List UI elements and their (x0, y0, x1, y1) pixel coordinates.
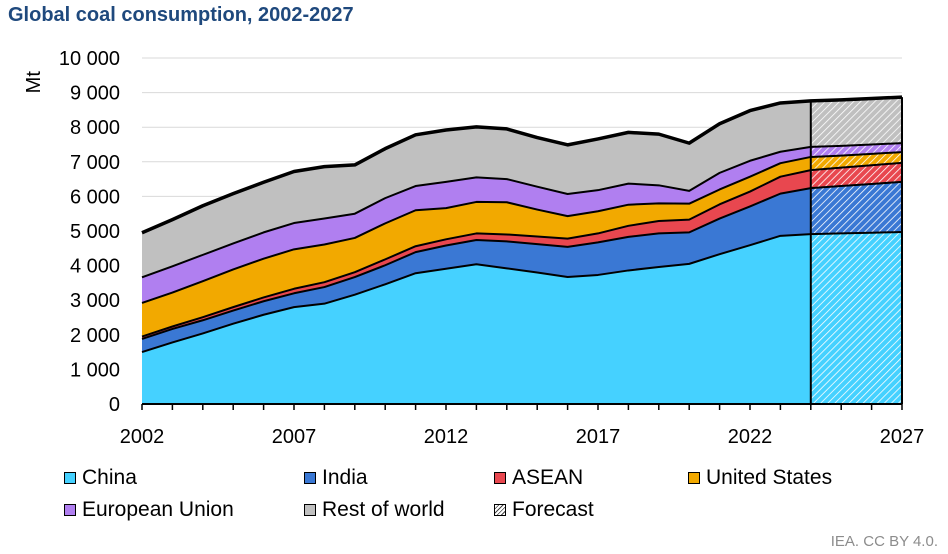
y-tick-label: 9 000 (70, 83, 120, 105)
y-tick-label: 3 000 (70, 290, 120, 312)
legend-swatch (304, 504, 316, 516)
area-china (142, 234, 811, 404)
legend-item-forecast: Forecast (494, 498, 594, 522)
legend-label: United States (706, 466, 833, 489)
legend-item-european-union: European Union (64, 498, 234, 522)
y-tick-label: 5 000 (70, 221, 120, 243)
legend-swatch (688, 472, 700, 484)
boundary-asean (141, 161, 903, 338)
y-axis-label: Mt (23, 71, 45, 94)
chart-svg: 0 1 000 2 000 3 000 4 000 5 000 6 000 7 000 8 00… (23, 48, 924, 448)
legend-label: ASEAN (512, 466, 584, 489)
credit-text: IEA. CC BY 4.0. (830, 533, 938, 550)
legend-item-united-states: United States (688, 466, 832, 490)
y-tick-label: 2 000 (70, 325, 120, 347)
x-tick-label: 2027 (880, 426, 925, 448)
forecast-hatch-india (810, 181, 902, 235)
y-tick-label: 7 000 (70, 152, 120, 174)
legend-swatch (64, 504, 76, 516)
x-tick-label: 2007 (272, 426, 317, 448)
legend-item-rest-of-world: Rest of world (304, 498, 445, 522)
legend-label: China (82, 466, 137, 489)
legend-item-asean: ASEAN (494, 466, 583, 490)
x-tick-label: 2017 (576, 426, 621, 448)
y-tick-label: 4 000 (70, 256, 120, 278)
boundary-rest-of-world (141, 95, 903, 235)
area-european-union (142, 146, 811, 303)
y-tick-label: 0 (109, 394, 120, 416)
legend-label: Forecast (512, 498, 594, 521)
legend-swatch (494, 472, 506, 484)
legend-swatch (64, 472, 76, 484)
x-tick-label: 2022 (728, 426, 773, 448)
legend-label: India (322, 466, 368, 489)
legend-label: Rest of world (322, 498, 445, 521)
axes: 0 1 000 2 000 3 000 4 000 5 000 6 000 7 000 8 00… (59, 48, 924, 448)
boundary-united-states (141, 151, 903, 304)
chart-title: Global coal consumption, 2002-2027 (8, 4, 354, 26)
legend-label: European Union (82, 498, 234, 521)
forecast-hatch-china (810, 232, 902, 404)
legend-swatch (304, 472, 316, 484)
boundary-china (141, 231, 903, 354)
y-tick-label: 6 000 (70, 186, 120, 208)
boundary-india (141, 180, 903, 340)
boundary-european-union (141, 142, 903, 279)
legend-item-china: China (64, 466, 137, 490)
legend-item-india: India (304, 466, 368, 490)
legend-swatch (494, 504, 506, 516)
forecast-hatch-rest-of-world (810, 97, 902, 147)
y-tick-label: 8 000 (70, 117, 120, 139)
y-tick-label: 1 000 (70, 359, 120, 381)
x-tick-label: 2002 (120, 426, 165, 448)
area-rest-of-world (142, 100, 811, 278)
y-tick-label: 10 000 (59, 48, 120, 70)
x-tick-label: 2012 (424, 426, 469, 448)
stacked-areas (141, 95, 903, 404)
